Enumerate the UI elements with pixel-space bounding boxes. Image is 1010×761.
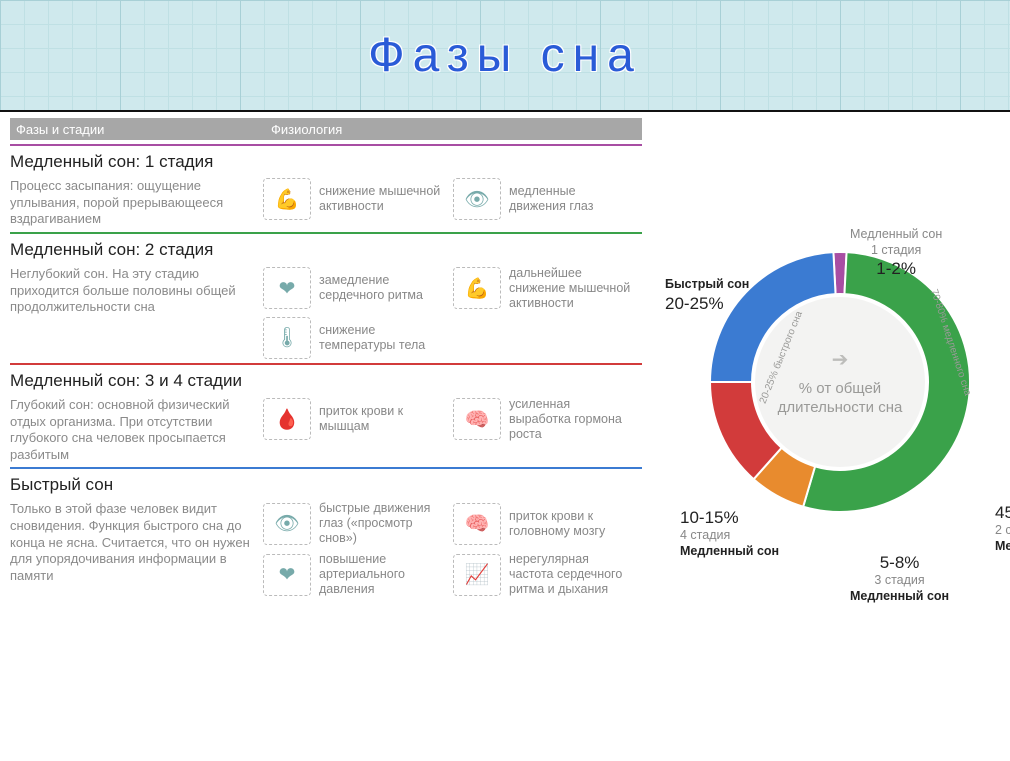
- title-banner: Фазы сна: [0, 0, 1010, 112]
- stage-section: Медленный сон: 2 стадия Неглубокий сон. Н…: [10, 232, 642, 359]
- physiology-row: 🌡 снижение температуры тела: [263, 317, 642, 359]
- physiology-icon: 🌡: [263, 317, 311, 359]
- stage-title: Медленный сон: 1 стадия: [10, 152, 642, 172]
- physiology-item: 🩸 приток крови к мышцам: [263, 397, 443, 442]
- physiology-text: снижение температуры тела: [319, 323, 443, 353]
- physiology-icon: 👁: [453, 178, 501, 220]
- physiology-list: ❤ замедление сердечного ритма 💪дальнейшее …: [263, 266, 642, 359]
- physiology-icon: 🩸: [263, 398, 311, 440]
- physiology-item: 📈нерегулярная частота сердечного ритма и…: [453, 552, 633, 597]
- physiology-list: 👁быстрые движения глаз («просмотр снов»)…: [263, 501, 642, 597]
- physiology-row: 👁быстрые движения глаз («просмотр снов»)…: [263, 501, 642, 546]
- donut-slice-label: 5-8%3 стадияМедленный сон: [850, 552, 949, 605]
- stage-body: Процесс засыпания: ощущение уплывания, п…: [10, 178, 642, 228]
- stage-body: Неглубокий сон. На эту стадию приходится…: [10, 266, 642, 359]
- header-physiology: Физиология: [265, 122, 642, 137]
- physiology-icon: ❤: [263, 267, 311, 309]
- physiology-icon: 🧠: [453, 503, 501, 545]
- stage-title: Быстрый сон: [10, 475, 642, 495]
- donut-center: ➔ % от общей длительности сна: [755, 297, 925, 467]
- donut-slice-label: 45-55%2 стадияМедленный сон: [995, 502, 1010, 555]
- physiology-text: медленные движения глаз: [509, 184, 633, 214]
- stage-section: Медленный сон: 3 и 4 стадии Глубокий сон:…: [10, 363, 642, 464]
- page-title: Фазы сна: [0, 0, 1010, 83]
- physiology-item: ❤повышение артериального давления: [263, 552, 443, 597]
- physiology-item: ❤ замедление сердечного ритма: [263, 266, 443, 311]
- physiology-text: усиленная выработка гормона роста: [509, 397, 633, 442]
- physiology-item: 👁 медленные движения глаз: [453, 178, 633, 220]
- physiology-text: нерегулярная частота сердечного ритма и …: [509, 552, 633, 597]
- physiology-row: ❤повышение артериального давления📈нерегу…: [263, 552, 642, 597]
- physiology-text: дальнейшее снижение мышечной активности: [509, 266, 633, 311]
- physiology-text: приток крови к головному мозгу: [509, 509, 633, 539]
- stage-title: Медленный сон: 3 и 4 стадии: [10, 371, 642, 391]
- stages-table: Фазы и стадии Физиология Медленный сон: …: [0, 112, 650, 761]
- stage-description: Глубокий сон: основной физический отдых …: [10, 397, 255, 464]
- physiology-item: 👁быстрые движения глаз («просмотр снов»): [263, 501, 443, 546]
- physiology-list: 🩸 приток крови к мышцам 🧠усиленная выработ…: [263, 397, 642, 464]
- physiology-row: 💪 снижение мышечной активности 👁 медленные …: [263, 178, 642, 220]
- stage-description: Неглубокий сон. На эту стадию приходится…: [10, 266, 255, 359]
- physiology-icon: 👁: [263, 503, 311, 545]
- physiology-item: 💪дальнейшее снижение мышечной активности: [453, 266, 633, 311]
- stage-description: Процесс засыпания: ощущение уплывания, п…: [10, 178, 255, 228]
- donut-center-text: % от общей длительности сна: [755, 379, 925, 418]
- donut-slice-label: 10-15%4 стадияМедленный сон: [680, 507, 779, 560]
- physiology-icon: 💪: [453, 267, 501, 309]
- table-header: Фазы и стадии Физиология: [10, 118, 642, 140]
- stage-body: Глубокий сон: основной физический отдых …: [10, 397, 642, 464]
- physiology-item: 💪 снижение мышечной активности: [263, 178, 443, 220]
- header-phases: Фазы и стадии: [10, 122, 265, 137]
- physiology-icon: 💪: [263, 178, 311, 220]
- physiology-list: 💪 снижение мышечной активности 👁 медленные …: [263, 178, 642, 228]
- donut-slice-label: Медленный сон1 стадия1-2%: [850, 227, 942, 280]
- physiology-item: 🧠 приток крови к головному мозгу: [453, 501, 633, 546]
- physiology-item: 🌡 снижение температуры тела: [263, 317, 443, 359]
- donut-slice-label: Быстрый сон20-25%: [665, 277, 749, 314]
- physiology-icon: 📈: [453, 554, 501, 596]
- physiology-row: 🩸 приток крови к мышцам 🧠усиленная выработ…: [263, 397, 642, 442]
- physiology-icon: 🧠: [453, 398, 501, 440]
- stage-section: Быстрый сон Только в этой фазе человек ви…: [10, 467, 642, 597]
- physiology-text: быстрые движения глаз («просмотр снов»): [319, 501, 443, 546]
- stage-title: Медленный сон: 2 стадия: [10, 240, 642, 260]
- stage-body: Только в этой фазе человек видит сновиде…: [10, 501, 642, 597]
- physiology-text: приток крови к мышцам: [319, 404, 443, 434]
- stage-section: Медленный сон: 1 стадия Процесс засыпания…: [10, 144, 642, 228]
- physiology-text: снижение мышечной активности: [319, 184, 443, 214]
- stage-description: Только в этой фазе человек видит сновиде…: [10, 501, 255, 597]
- donut-panel: ➔ % от общей длительности сна Медленный …: [650, 112, 1010, 761]
- physiology-icon: ❤: [263, 554, 311, 596]
- physiology-item: 🧠усиленная выработка гормона роста: [453, 397, 633, 442]
- physiology-text: повышение артериального давления: [319, 552, 443, 597]
- physiology-row: ❤ замедление сердечного ритма 💪дальнейшее …: [263, 266, 642, 311]
- physiology-text: замедление сердечного ритма: [319, 273, 443, 303]
- content-area: Фазы и стадии Физиология Медленный сон: …: [0, 112, 1010, 761]
